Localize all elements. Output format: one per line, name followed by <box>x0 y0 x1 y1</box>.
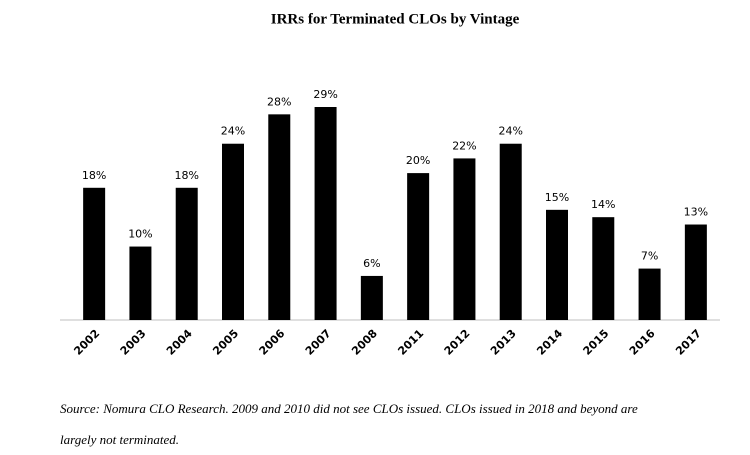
bar <box>499 143 522 320</box>
value-label: 24% <box>221 125 245 138</box>
bar <box>360 275 383 320</box>
value-label: 7% <box>641 250 658 263</box>
value-label: 14% <box>591 198 615 211</box>
bar <box>314 107 337 320</box>
bar <box>684 224 707 320</box>
x-tick-label: 2002 <box>71 327 102 358</box>
bar <box>83 187 106 320</box>
value-label: 13% <box>684 206 708 219</box>
x-tick-label: 2005 <box>210 327 241 358</box>
chart-title: IRRs for Terminated CLOs by Vintage <box>271 11 520 27</box>
x-tick-label: 2008 <box>349 327 380 358</box>
bar <box>592 217 615 320</box>
x-tick-label: 2014 <box>534 327 565 358</box>
bar <box>129 246 152 320</box>
value-label: 24% <box>498 125 522 138</box>
value-label: 20% <box>406 154 430 167</box>
source-note: Source: Nomura CLO Research. 2009 and 20… <box>60 401 638 416</box>
x-tick-label: 2011 <box>395 327 426 358</box>
x-tick-label: 2017 <box>673 327 704 358</box>
bar <box>222 143 244 320</box>
value-label: 10% <box>128 228 152 241</box>
bar <box>407 173 430 320</box>
value-label: 18% <box>82 169 106 182</box>
bar <box>453 158 476 320</box>
x-tick-label: 2016 <box>627 327 658 358</box>
value-label: 28% <box>267 95 291 108</box>
value-label: 6% <box>363 257 380 270</box>
bar <box>546 209 568 320</box>
x-tick-label: 2013 <box>488 327 519 358</box>
value-label: 18% <box>174 169 198 182</box>
bar <box>175 187 198 320</box>
x-tick-label: 2006 <box>257 327 288 358</box>
x-tick-label: 2007 <box>303 327 334 358</box>
x-tick-label: 2012 <box>442 327 473 358</box>
bar <box>638 268 661 320</box>
x-tick-label: 2003 <box>118 327 149 358</box>
value-label: 22% <box>452 139 476 152</box>
x-tick-label: 2015 <box>581 327 612 358</box>
x-tick-label: 2004 <box>164 327 195 358</box>
value-label: 15% <box>545 191 569 204</box>
value-label: 29% <box>313 88 337 101</box>
bar <box>268 114 291 321</box>
source-note: largely not terminated. <box>60 432 179 447</box>
